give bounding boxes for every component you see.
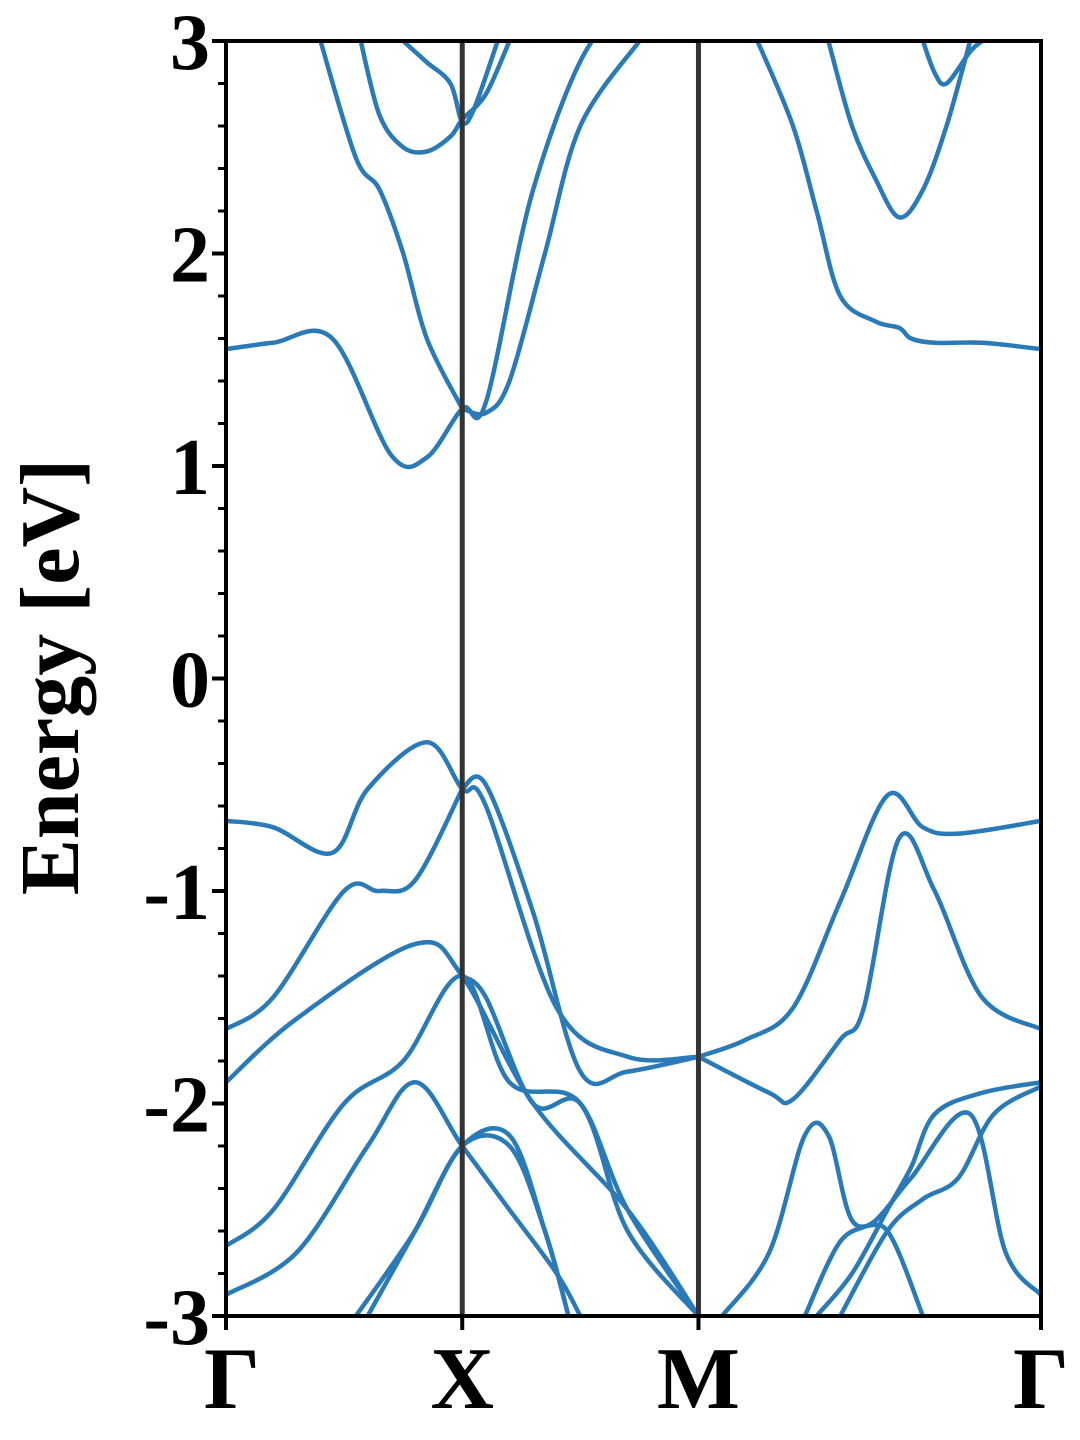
band-line-17	[318, 41, 465, 411]
kpoint-divider-lines	[459, 41, 701, 1316]
band-line-3	[696, 790, 1041, 1060]
y-tick-label: 2	[170, 212, 210, 300]
y-tick-label: 3	[170, 0, 210, 87]
band-line-10	[353, 1133, 571, 1316]
band-line-12	[802, 1110, 1041, 1316]
band-line-20	[755, 41, 1041, 352]
band-lines	[226, 41, 1041, 1316]
band-line-19	[400, 41, 500, 126]
band-line-8	[226, 1080, 583, 1316]
y-tick-label: -3	[143, 1274, 210, 1362]
x-tick-label-3: Γ	[1013, 1331, 1069, 1428]
y-axis-label: Energy [eV]	[4, 459, 97, 895]
band-line-1	[459, 774, 701, 1087]
y-ticks: -3 -2 -1 0 1 2 3	[143, 0, 226, 1362]
band-line-4	[696, 831, 1041, 1106]
x-tick-label-1: X	[430, 1331, 494, 1428]
x-tick-label-0: Γ	[204, 1331, 260, 1428]
band-line-14	[837, 1084, 1041, 1316]
band-line-18	[358, 41, 512, 155]
band-line-21	[826, 41, 973, 220]
y-tick-label: -1	[143, 849, 210, 937]
band-line-13	[814, 1080, 1041, 1316]
band-line-22	[920, 41, 985, 87]
band-line-6	[226, 973, 701, 1316]
band-line-7	[459, 973, 701, 1316]
band-line-2	[226, 786, 465, 1032]
y-tick-label: 0	[170, 637, 210, 725]
y-tick-label: -2	[143, 1062, 210, 1150]
band-line-16	[459, 41, 642, 417]
x-tick-label-2: M	[657, 1331, 740, 1428]
y-tick-label: 1	[170, 424, 210, 512]
